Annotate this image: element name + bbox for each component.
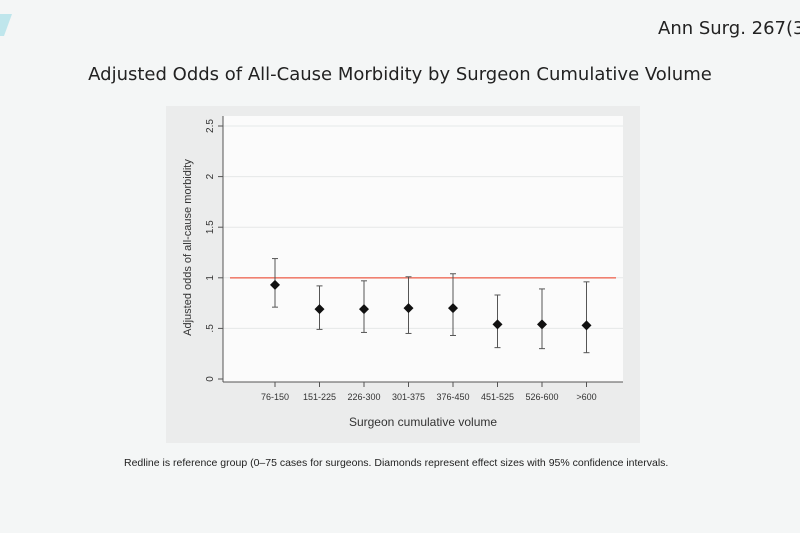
y-tick-label: .5 xyxy=(205,324,216,333)
diamond-marker xyxy=(403,303,414,314)
x-tick-label: 76-150 xyxy=(261,392,289,402)
y-tick-label: 2.5 xyxy=(205,119,216,133)
citation: Ann Surg. 267(3): xyxy=(658,18,800,39)
plot-area xyxy=(223,116,623,382)
decorative-accent xyxy=(0,14,13,36)
x-tick-label: 226-300 xyxy=(347,392,380,402)
diamond-marker xyxy=(581,320,592,331)
diamond-marker xyxy=(537,319,547,330)
diamond-marker xyxy=(314,304,325,315)
x-tick-label: 526-600 xyxy=(525,392,558,402)
caption: Redline is reference group (0–75 cases f… xyxy=(124,457,669,469)
y-axis-label: Adjusted odds of all-cause morbidity xyxy=(182,159,194,336)
y-tick-label: 2 xyxy=(205,173,216,179)
y-tick-label: 0 xyxy=(205,376,216,382)
slide-title: Adjusted Odds of All-Cause Morbidity by … xyxy=(88,64,712,85)
chart-figure: 0 .5 1 1.5 2 2.5 76-150 151-225 226-300 301-375 37… xyxy=(166,106,640,443)
x-tick-label: 301-375 xyxy=(392,392,425,402)
chart: 0 .5 1 1.5 2 2.5 76-150 151-225 226-300 301-375 37… xyxy=(182,116,623,429)
diamond-marker xyxy=(270,279,280,290)
x-tick-label: 151-225 xyxy=(303,392,336,402)
y-tick-label: 1 xyxy=(205,275,216,281)
diamond-marker xyxy=(359,304,369,315)
diamond-marker xyxy=(492,319,503,330)
x-tick-label: 376-450 xyxy=(436,392,469,402)
diamond-marker xyxy=(448,303,458,314)
y-tick-label: 1.5 xyxy=(205,220,216,234)
x-tick-label: 451-525 xyxy=(481,392,514,402)
x-axis-label: Surgeon cumulative volume xyxy=(349,415,497,429)
x-tick-label: >600 xyxy=(576,392,596,402)
